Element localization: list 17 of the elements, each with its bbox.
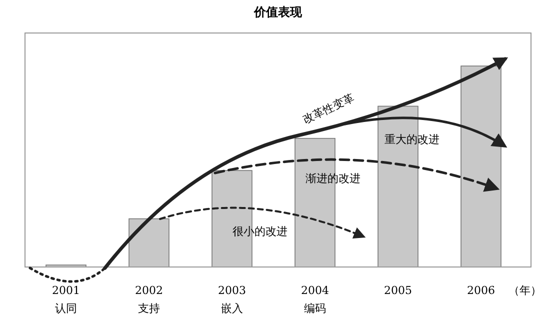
annotation: 改革性变革 (300, 91, 356, 126)
x-tick-label: 2001 认同 (52, 284, 80, 315)
x-axis-title: （年） (508, 284, 542, 297)
x-tick-label: 2002 支持 (135, 284, 163, 315)
bar (378, 106, 418, 268)
x-tick-label: 2004 编码 (301, 284, 329, 315)
bar (460, 66, 502, 268)
x-tick-label: 2005 (384, 284, 412, 297)
bar (294, 138, 336, 268)
x-tick-label: 2006 (467, 284, 495, 297)
annotation: 重大的改进 (384, 133, 440, 146)
bar (128, 218, 170, 268)
x-tick-label: 2003 嵌入 (218, 284, 246, 315)
annotation: 渐进的改进 (306, 172, 360, 185)
chart-title: 价值表现 (253, 5, 303, 19)
bar (212, 170, 252, 268)
annotation: 很小的改进 (232, 225, 288, 238)
